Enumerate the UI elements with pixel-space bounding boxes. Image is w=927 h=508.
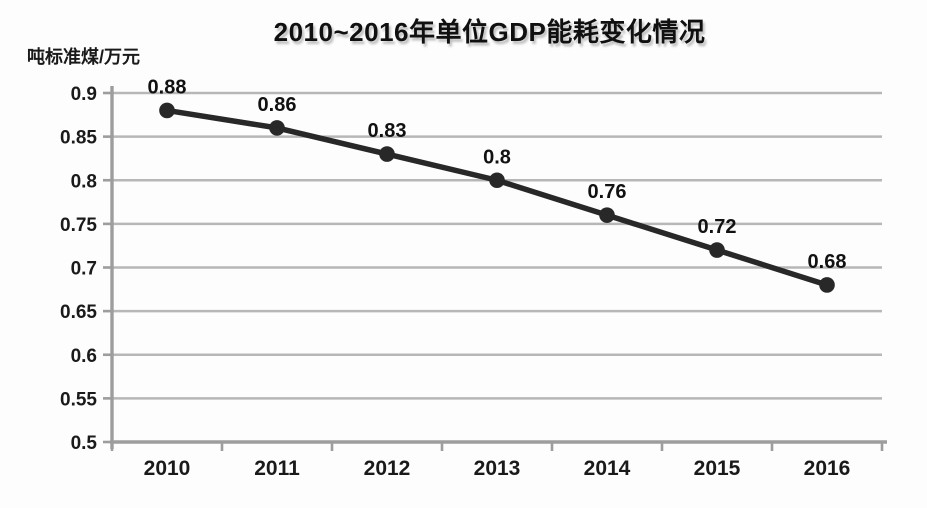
y-tick-label: 0.8 xyxy=(71,171,97,192)
x-tick-label: 2011 xyxy=(254,457,300,480)
x-tick-label: 2014 xyxy=(584,457,631,480)
data-point xyxy=(379,146,395,162)
data-point-label: 0.86 xyxy=(258,94,297,116)
y-tick-label: 0.65 xyxy=(60,302,97,323)
data-point-label: 0.8 xyxy=(483,146,511,168)
data-point-label: 0.88 xyxy=(148,76,187,98)
y-tick-label: 0.75 xyxy=(60,215,97,236)
y-tick-label: 0.7 xyxy=(71,259,97,280)
data-point xyxy=(159,102,175,119)
y-tick-label: 0.5 xyxy=(71,433,98,454)
data-point xyxy=(599,207,615,223)
data-point xyxy=(709,242,725,258)
data-point xyxy=(819,277,835,293)
data-point xyxy=(269,120,285,136)
data-point-label: 0.68 xyxy=(808,251,847,273)
data-point-label: 0.83 xyxy=(368,120,407,142)
chart-title: 2010~2016年单位GDP能耗变化情况 xyxy=(273,17,706,47)
y-tick-label: 0.85 xyxy=(60,128,97,149)
data-point xyxy=(489,172,505,189)
x-tick-label: 2012 xyxy=(364,457,411,480)
data-point-label: 0.76 xyxy=(588,181,627,203)
y-tick-label: 0.6 xyxy=(71,346,97,367)
x-tick-label: 2015 xyxy=(694,457,741,480)
x-tick-label: 2010 xyxy=(144,457,191,480)
x-tick-label: 2016 xyxy=(804,457,851,480)
x-tick-label: 2013 xyxy=(474,457,521,480)
y-tick-label: 0.9 xyxy=(71,84,97,105)
data-point-label: 0.72 xyxy=(698,216,737,238)
y-tick-label: 0.55 xyxy=(60,389,97,410)
y-axis-unit-label: 吨标准煤/万元 xyxy=(27,47,141,67)
